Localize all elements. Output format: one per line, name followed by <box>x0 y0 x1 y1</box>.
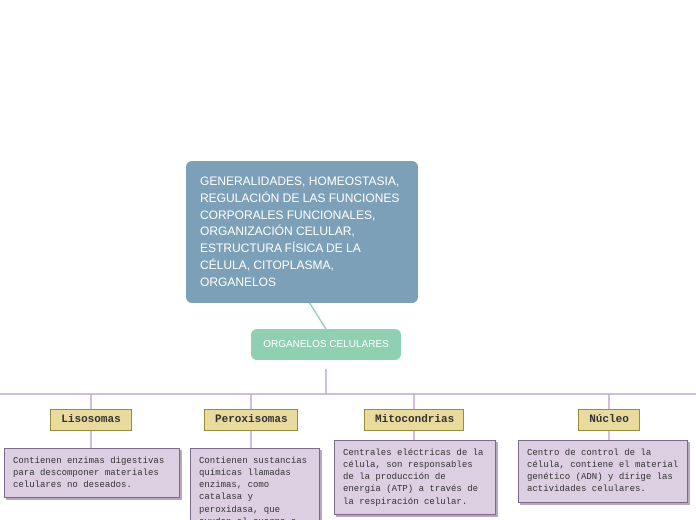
description-3: Centro de control de la célula, contiene… <box>518 440 688 503</box>
description-0: Contienen enzimas digestivas para descom… <box>4 448 180 498</box>
category-3: Núcleo <box>578 409 640 431</box>
description-2: Centrales eléctricas de la célula, son r… <box>334 440 496 515</box>
description-1: Contienen sustancias químicas llamadas e… <box>190 448 320 520</box>
category-1: Peroxisomas <box>204 409 298 431</box>
category-2: Mitocondrias <box>364 409 464 431</box>
root-node: GENERALIDADES, HOMEOSTASIA, REGULACIÓN D… <box>186 161 418 303</box>
category-0: Lisosomas <box>50 409 132 431</box>
sub-node: ORGANELOS CELULARES <box>251 329 401 360</box>
